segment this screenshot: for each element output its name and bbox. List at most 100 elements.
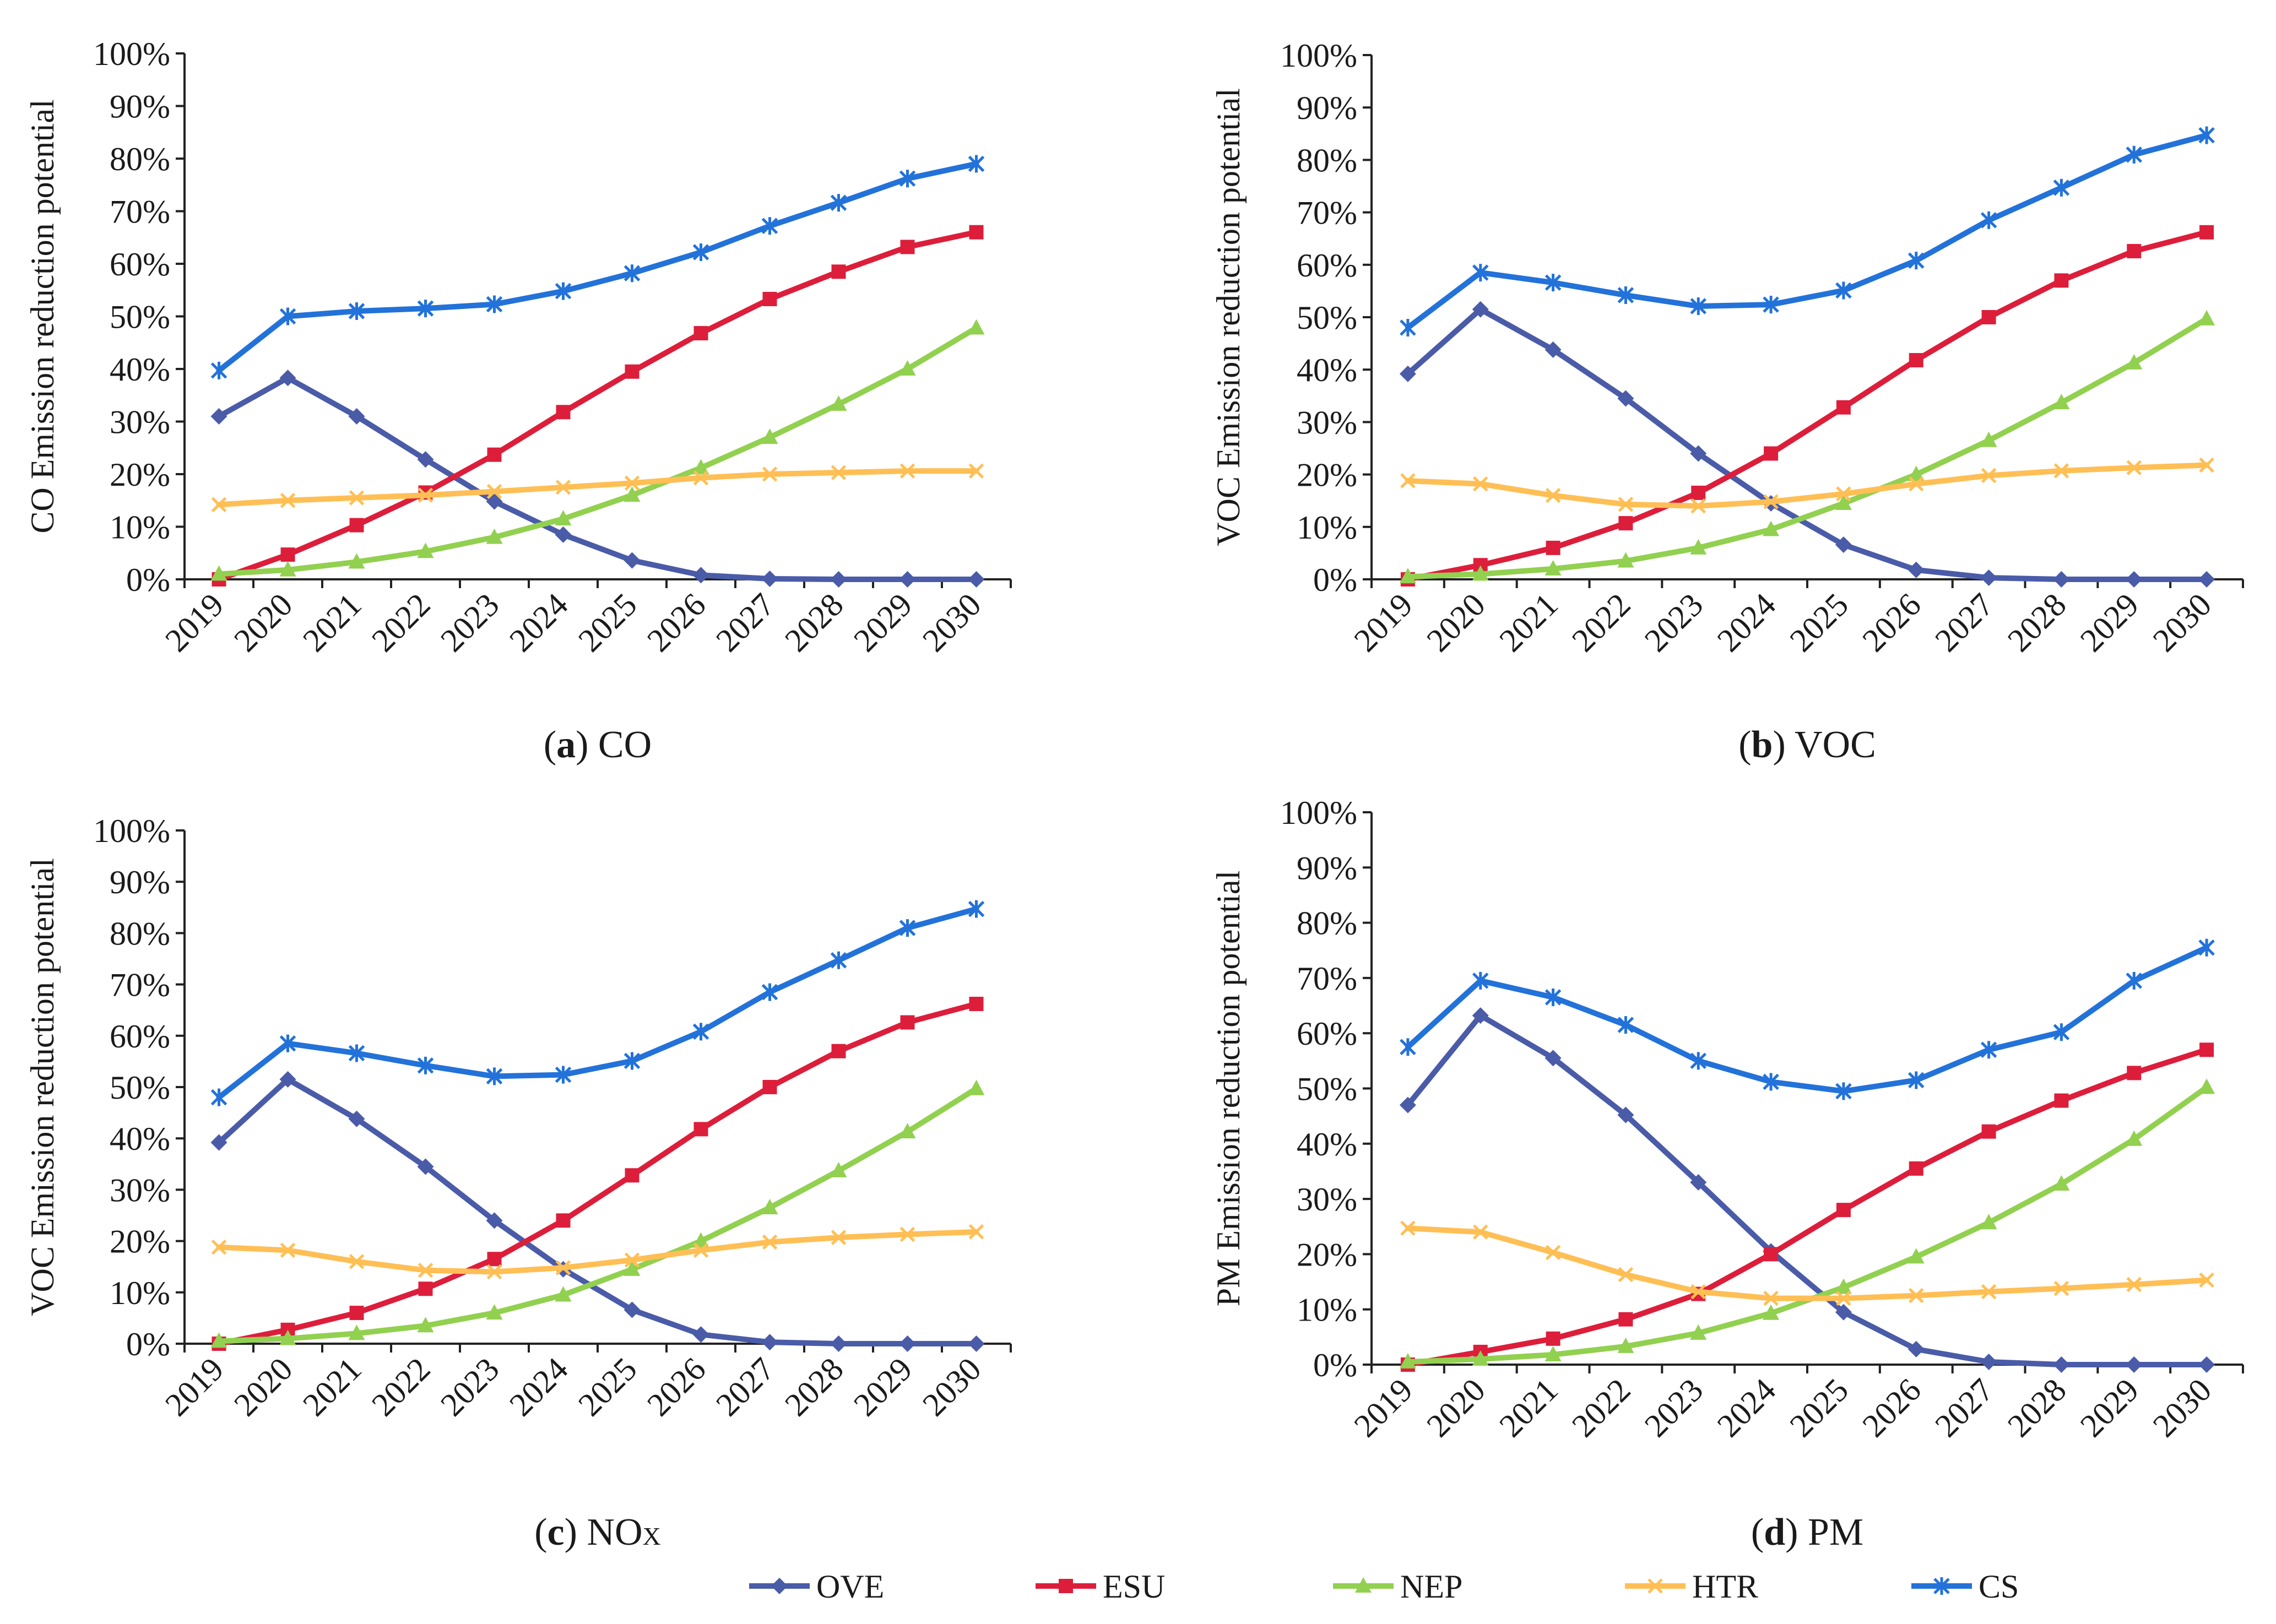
data-point xyxy=(487,447,502,462)
legend-label: NEP xyxy=(1400,1568,1462,1605)
series-line xyxy=(1405,229,2210,582)
data-point xyxy=(348,553,365,569)
series-nep xyxy=(210,1079,985,1348)
y-tick-label: 40% xyxy=(110,1121,170,1157)
data-point xyxy=(418,487,433,503)
y-tick-label: 50% xyxy=(110,299,170,335)
series-line xyxy=(216,161,979,373)
series-line xyxy=(216,229,979,582)
data-point xyxy=(2127,1066,2142,1080)
series-line xyxy=(1405,316,2210,580)
series-ove xyxy=(1399,301,2215,588)
data-point xyxy=(692,1326,709,1343)
y-tick-label: 60% xyxy=(110,246,170,283)
data-point xyxy=(279,561,296,577)
data-point xyxy=(486,528,503,544)
data-point xyxy=(2198,309,2215,325)
x-tick-label: 2025 xyxy=(1783,586,1856,659)
data-point xyxy=(2199,225,2214,240)
data-point xyxy=(899,1335,916,1352)
data-point xyxy=(1618,497,1634,512)
data-point xyxy=(830,951,847,969)
data-point xyxy=(2126,460,2142,475)
data-point xyxy=(2199,1042,2214,1057)
data-point xyxy=(1690,1324,1707,1340)
data-point xyxy=(1400,319,1416,337)
legend-item-ove: OVE xyxy=(749,1568,884,1605)
data-point xyxy=(1399,1353,1416,1368)
data-point xyxy=(693,1122,708,1137)
y-tick-label: 70% xyxy=(110,194,170,230)
y-tick-label: 10% xyxy=(110,1275,170,1311)
data-point xyxy=(348,1110,365,1127)
data-point xyxy=(1980,211,1997,229)
data-point xyxy=(969,225,984,240)
data-point xyxy=(555,1286,572,1302)
y-tick-label: 80% xyxy=(1297,905,1357,942)
data-point xyxy=(969,997,984,1012)
data-point xyxy=(1617,286,1634,305)
data-point xyxy=(968,155,985,173)
data-point xyxy=(1980,1214,1997,1230)
series-line xyxy=(1405,306,2210,582)
data-point xyxy=(279,1071,296,1088)
data-point xyxy=(1835,1303,1852,1321)
data-point xyxy=(348,1324,365,1340)
data-point xyxy=(2198,938,2215,957)
data-point xyxy=(899,571,916,588)
data-point xyxy=(2126,145,2143,164)
data-point xyxy=(1400,1220,1416,1236)
data-point xyxy=(2053,463,2069,479)
data-point xyxy=(555,282,572,300)
series-line xyxy=(1405,1084,2210,1365)
data-point xyxy=(348,408,365,425)
y-tick-label: 20% xyxy=(1297,457,1357,493)
data-point xyxy=(1399,365,1416,382)
data-point xyxy=(1764,446,1779,461)
legend-label: OVE xyxy=(816,1568,884,1605)
series-line xyxy=(216,325,979,577)
data-point xyxy=(761,571,778,588)
x-tick-label: 2024 xyxy=(1710,1372,1783,1444)
data-point xyxy=(1617,1337,1634,1353)
data-point xyxy=(1835,281,1852,300)
x-tick-label: 2028 xyxy=(2001,1372,2073,1444)
x-tick-label: 2024 xyxy=(502,586,575,659)
x-tick-label: 2020 xyxy=(227,586,300,659)
legend-label: CS xyxy=(1979,1568,2019,1605)
y-tick-label: 60% xyxy=(1297,1015,1357,1052)
data-point xyxy=(830,571,847,588)
x-tick-label: 2025 xyxy=(571,1351,644,1424)
series-nep xyxy=(1399,1078,2215,1368)
x-tick-label: 2027 xyxy=(709,586,782,659)
data-point xyxy=(1400,473,1416,488)
x-tick-label: 2030 xyxy=(2146,586,2219,659)
data-point xyxy=(692,1023,709,1041)
data-point xyxy=(211,1240,227,1255)
x-tick-label: 2029 xyxy=(2073,586,2146,659)
y-tick-label: 50% xyxy=(1297,1071,1357,1107)
data-point xyxy=(762,1080,777,1094)
y-tick-label: 100% xyxy=(93,36,170,72)
x-tick-label: 2025 xyxy=(1783,1372,1856,1444)
data-point xyxy=(486,484,502,499)
data-point xyxy=(1763,296,1779,314)
data-point xyxy=(1399,568,1416,584)
legend-item-cs: CS xyxy=(1911,1568,2019,1605)
legend-marker xyxy=(1933,1577,1950,1595)
y-tick-label: 40% xyxy=(1297,1126,1357,1163)
data-point xyxy=(418,1262,433,1278)
data-point xyxy=(899,919,916,937)
data-point xyxy=(1545,487,1561,503)
series-line xyxy=(1405,1047,2210,1367)
x-tick-label: 2023 xyxy=(433,586,506,659)
x-tick-label: 2028 xyxy=(2001,586,2073,659)
y-tick-label: 10% xyxy=(110,509,170,546)
data-point xyxy=(1980,431,1997,447)
data-point xyxy=(831,1230,847,1245)
data-point xyxy=(1690,498,1706,514)
data-point xyxy=(1835,1082,1852,1100)
data-point xyxy=(417,1056,434,1074)
data-point xyxy=(348,1044,365,1062)
